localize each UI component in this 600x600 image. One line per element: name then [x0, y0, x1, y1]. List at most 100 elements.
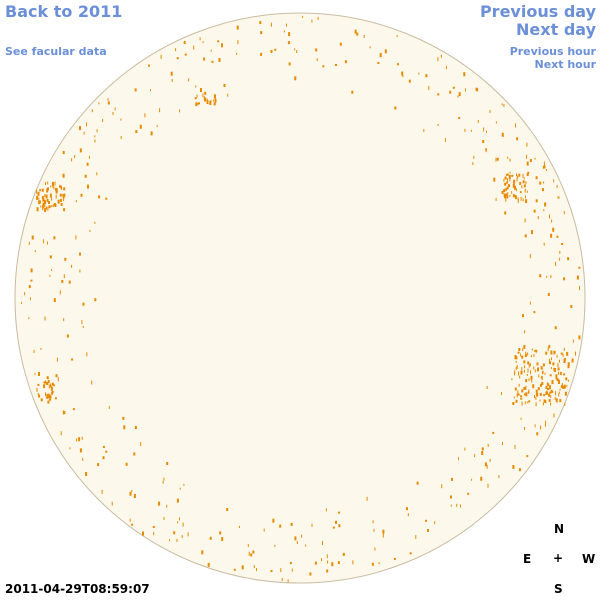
facula [156, 124, 158, 127]
facula [530, 375, 533, 380]
facula [543, 394, 546, 397]
facula [536, 392, 539, 397]
facula [533, 354, 535, 357]
facula [552, 362, 555, 366]
facula [528, 400, 531, 403]
facula [514, 444, 516, 449]
facula [71, 158, 73, 162]
facula [524, 234, 527, 238]
facula [163, 477, 165, 481]
facula [213, 102, 216, 106]
facula [545, 392, 547, 395]
facula [523, 369, 525, 373]
facula [552, 227, 555, 232]
facula [518, 468, 521, 472]
facula [464, 447, 466, 451]
facula [464, 128, 466, 132]
facula [47, 206, 49, 211]
next-hour-link[interactable]: Next hour [534, 58, 597, 71]
facula [521, 389, 524, 393]
facula [578, 335, 581, 340]
facula [407, 513, 409, 517]
facula [509, 178, 511, 182]
facula [140, 442, 142, 447]
prev-hour-link[interactable]: Previous hour [509, 45, 596, 58]
facula [47, 380, 50, 384]
facula [539, 392, 542, 396]
facula [416, 481, 419, 485]
facula [42, 197, 45, 202]
facula [62, 173, 65, 178]
facula [62, 410, 64, 415]
facula [525, 181, 527, 185]
facula [327, 560, 329, 564]
facula [46, 199, 49, 202]
facula [33, 349, 35, 353]
facula [289, 562, 292, 565]
back-link[interactable]: Back to 2011 [5, 2, 123, 21]
facula [526, 173, 529, 177]
facula [43, 384, 46, 389]
facula [565, 377, 568, 381]
facula [504, 182, 507, 186]
facula [534, 369, 536, 373]
facula [465, 88, 466, 92]
facula [487, 443, 489, 447]
facula [53, 298, 56, 303]
facular-link[interactable]: See facular data [5, 45, 107, 58]
facula [534, 424, 536, 428]
facula [134, 426, 137, 429]
facula [520, 353, 522, 357]
facula [542, 188, 544, 192]
prev-day-link[interactable]: Previous day [479, 2, 596, 21]
facula [188, 78, 190, 82]
facula [335, 520, 337, 524]
facula [562, 383, 563, 387]
facula [496, 157, 499, 161]
facula [94, 139, 96, 143]
facula [61, 279, 64, 283]
facula [516, 393, 518, 398]
facula [528, 389, 530, 394]
facula [198, 102, 200, 105]
facula [41, 188, 44, 192]
facula [526, 142, 528, 147]
facula [101, 489, 103, 494]
facula [535, 389, 538, 393]
facula [166, 462, 169, 465]
facula [294, 76, 297, 81]
facula [30, 268, 33, 273]
next-day-link[interactable]: Next day [516, 20, 596, 39]
facula [521, 401, 523, 406]
facula [210, 49, 212, 52]
facula [516, 173, 517, 177]
facula [153, 532, 155, 536]
facula [525, 199, 528, 204]
facula [317, 17, 319, 20]
facula [51, 268, 53, 271]
facula [493, 177, 496, 182]
facula [561, 243, 564, 245]
facula [39, 189, 42, 192]
facula [40, 205, 42, 208]
facula [45, 392, 46, 397]
facula [524, 188, 526, 193]
facula [134, 88, 137, 92]
facula [344, 60, 347, 64]
facula [354, 29, 357, 34]
facula [525, 379, 528, 383]
facula [125, 462, 128, 466]
facula [337, 561, 340, 565]
facula [541, 371, 543, 375]
facula [567, 379, 569, 382]
facula [371, 562, 374, 566]
facula [55, 188, 56, 192]
facula [86, 122, 87, 127]
facula [559, 388, 561, 391]
facula [560, 352, 563, 355]
facula [540, 376, 542, 379]
facula [66, 334, 69, 338]
facula [509, 158, 511, 162]
facula [501, 191, 504, 194]
facula [450, 504, 452, 507]
